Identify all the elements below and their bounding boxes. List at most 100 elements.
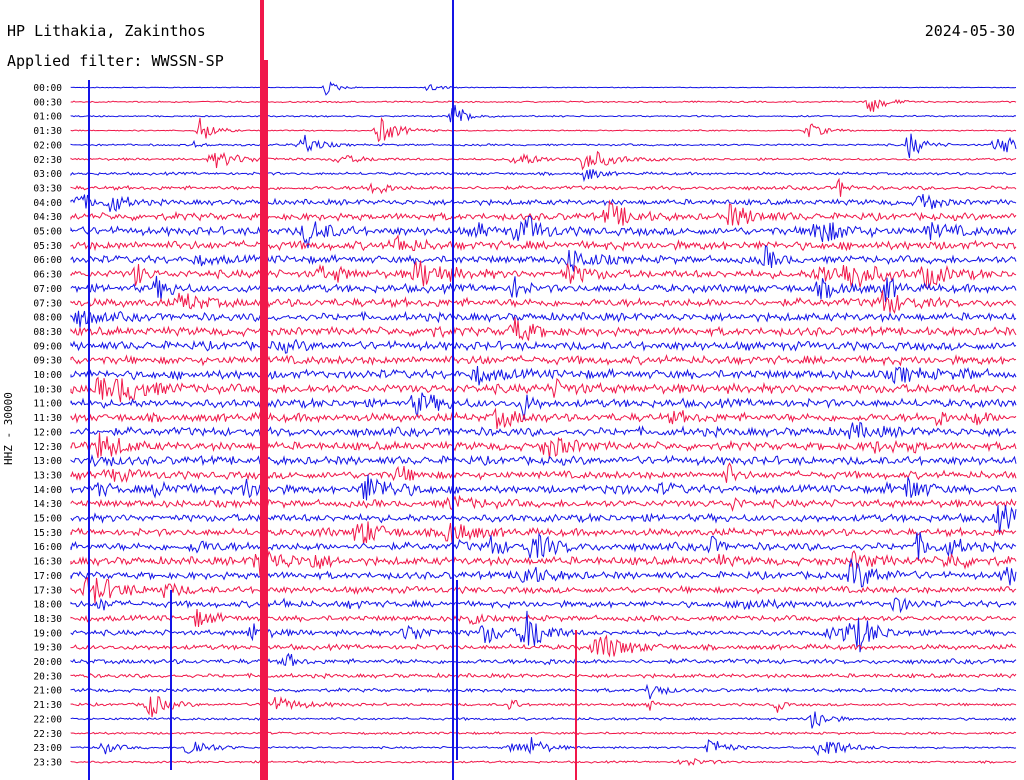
time-tick-label: 03:30: [33, 183, 62, 194]
time-tick-label: 10:00: [33, 370, 62, 381]
trace-0530: [70, 233, 1017, 252]
time-tick-label: 14:00: [33, 485, 62, 496]
trace-2030: [70, 672, 1017, 680]
time-tick-label: 09:00: [33, 341, 62, 352]
time-tick-label: 23:00: [33, 743, 62, 754]
date-label: 2024-05-30: [924, 22, 1015, 40]
trace-1930: [70, 634, 1017, 658]
time-tick-label: 13:00: [33, 456, 62, 467]
time-tick-label: 02:00: [33, 140, 62, 151]
time-tick-label: 06:00: [33, 255, 62, 266]
trace-1300: [70, 454, 1017, 468]
time-tick-label: 11:30: [33, 413, 62, 424]
trace-0900: [70, 338, 1017, 354]
time-tick-label: 15:30: [33, 528, 62, 539]
filter-label: Applied filter: WWSSN-SP: [7, 52, 224, 70]
trace-2130: [70, 695, 1017, 718]
trace-1730: [70, 576, 1017, 604]
time-tick-label: 21:30: [33, 700, 62, 711]
trace-0430: [70, 199, 1017, 226]
time-tick-label: 18:00: [33, 600, 62, 611]
trace-0930: [70, 353, 1017, 367]
time-tick-label: 09:30: [33, 356, 62, 367]
time-tick-label: 05:30: [33, 241, 62, 252]
time-tick-label: 07:30: [33, 298, 62, 309]
time-tick-label: 12:00: [33, 427, 62, 438]
time-tick-label: 16:30: [33, 557, 62, 568]
trace-0830: [70, 317, 1017, 341]
trace-0330: [70, 177, 1017, 197]
time-tick-label: 01:00: [33, 112, 62, 123]
time-tick-label: 22:30: [33, 729, 62, 740]
trace-0000: [70, 81, 1017, 96]
trace-1130: [70, 407, 1017, 430]
time-tick-label: 18:30: [33, 614, 62, 625]
trace-1600: [70, 532, 1017, 561]
trace-1200: [70, 421, 1017, 440]
trace-1430: [70, 494, 1017, 512]
trace-2300: [70, 737, 1017, 757]
time-tick-label: 03:00: [33, 169, 62, 180]
trace-0030: [70, 98, 1017, 112]
trace-2230: [70, 731, 1017, 736]
trace-2200: [70, 711, 1017, 729]
time-tick-label: 11:00: [33, 399, 62, 410]
time-tick-label: 13:30: [33, 470, 62, 481]
trace-2100: [70, 683, 1017, 700]
time-tick-label: 12:30: [33, 442, 62, 453]
time-tick-label: 04:00: [33, 198, 62, 209]
trace-2330: [70, 757, 1017, 767]
time-tick-label: 08:00: [33, 313, 62, 324]
time-tick-label: 17:30: [33, 585, 62, 596]
time-tick-label: 21:00: [33, 686, 62, 697]
time-tick-label: 07:00: [33, 284, 62, 295]
trace-0400: [70, 193, 1017, 213]
time-tick-label: 04:30: [33, 212, 62, 223]
time-tick-label: 23:30: [33, 757, 62, 768]
time-tick-label: 01:30: [33, 126, 62, 137]
trace-0600: [70, 244, 1017, 272]
trace-1400: [70, 474, 1017, 501]
trace-0700: [70, 275, 1017, 303]
trace-0100: [70, 104, 1017, 123]
trace-1830: [70, 609, 1017, 628]
trace-2000: [70, 652, 1017, 667]
time-tick-label: 22:00: [33, 714, 62, 725]
trace-1700: [70, 557, 1017, 588]
time-tick-label: 00:30: [33, 97, 62, 108]
time-tick-label: 06:30: [33, 270, 62, 281]
time-tick-label: 17:00: [33, 571, 62, 582]
time-tick-label: 15:00: [33, 514, 62, 525]
trace-0300: [70, 169, 1017, 183]
trace-0130: [70, 116, 1017, 143]
trace-1230: [70, 432, 1017, 459]
time-tick-label: 14:30: [33, 499, 62, 510]
station-title: HP Lithakia, Zakinthos: [7, 22, 206, 40]
trace-1330: [70, 462, 1017, 484]
time-tick-label: 19:30: [33, 643, 62, 654]
trace-0500: [70, 215, 1017, 249]
trace-1000: [70, 366, 1017, 386]
trace-1900: [70, 610, 1017, 653]
trace-0230: [70, 150, 1017, 171]
time-tick-label: 02:30: [33, 155, 62, 166]
time-tick-label: 20:30: [33, 671, 62, 682]
trace-0200: [70, 133, 1017, 159]
trace-1630: [70, 550, 1017, 576]
trace-1030: [70, 376, 1017, 403]
trace-1500: [70, 505, 1017, 535]
trace-0630: [70, 260, 1017, 289]
trace-1100: [70, 392, 1017, 420]
trace-0800: [70, 310, 1017, 328]
time-tick-label: 05:00: [33, 227, 62, 238]
time-tick-label: 00:00: [33, 83, 62, 94]
trace-1800: [70, 597, 1017, 614]
time-tick-label: 19:00: [33, 628, 62, 639]
trace-0730: [70, 290, 1017, 315]
time-tick-label: 16:00: [33, 542, 62, 553]
trace-1530: [70, 521, 1017, 545]
time-tick-label: 20:00: [33, 657, 62, 668]
time-tick-label: 08:30: [33, 327, 62, 338]
